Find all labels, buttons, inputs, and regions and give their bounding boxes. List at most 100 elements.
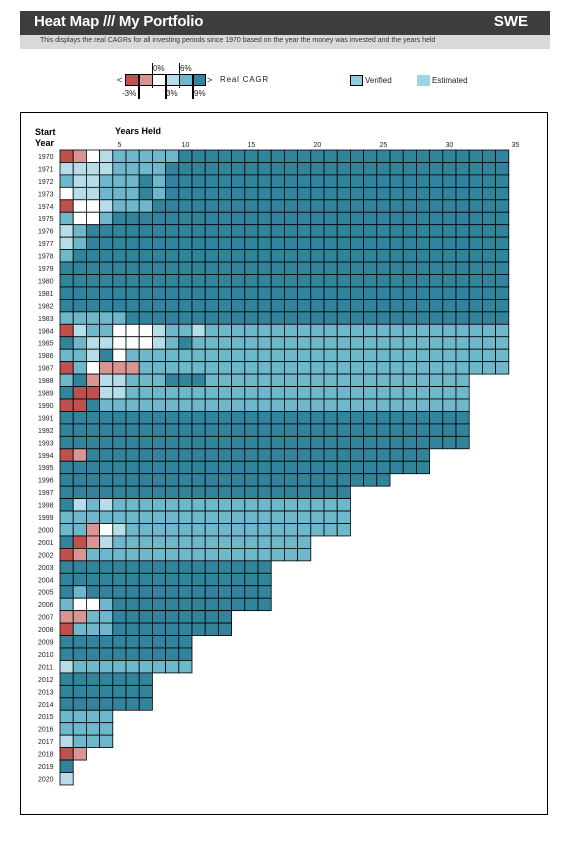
heatmap-cell (99, 498, 114, 512)
heatmap-cell (336, 473, 351, 487)
heatmap-cell (349, 274, 364, 288)
heatmap-cell (244, 149, 259, 163)
heatmap-cell (244, 572, 259, 587)
heatmap-cell (72, 286, 87, 300)
year-label: 1977 (38, 241, 54, 248)
heatmap-cell (165, 336, 180, 350)
heatmap-cell (415, 236, 430, 251)
heatmap-cell (481, 286, 496, 300)
heatmap-cell (323, 435, 338, 450)
heatmap-cell (151, 211, 166, 226)
heatmap-cell (86, 709, 101, 724)
heatmap-cell (468, 224, 483, 238)
year-label: 2016 (38, 727, 54, 734)
heatmap-cell (389, 249, 404, 263)
heatmap-cell (363, 162, 378, 176)
heatmap-cell (86, 622, 101, 636)
heatmap-cell (125, 298, 140, 313)
heatmap-cell (429, 373, 444, 387)
column-tick-label: 20 (314, 142, 322, 149)
heatmap-cell (59, 510, 74, 524)
column-tick-label: 35 (512, 142, 520, 149)
heatmap-cell (165, 162, 180, 176)
heatmap-cell (99, 572, 114, 587)
heatmap-cell (231, 510, 246, 524)
heatmap-cell (455, 149, 470, 163)
heatmap-cell (217, 249, 232, 263)
heatmap-cell (59, 547, 74, 562)
heatmap-cell (442, 224, 457, 238)
heatmap-cell (72, 373, 87, 387)
heatmap-cell (72, 323, 87, 338)
heatmap-cell (151, 535, 166, 549)
year-label: 1991 (38, 415, 54, 422)
heatmap-cell (204, 236, 219, 251)
heatmap-cell (151, 361, 166, 375)
heatmap-cell (151, 660, 166, 674)
legend-swatch-4 (179, 74, 193, 86)
heatmap-cell (283, 149, 298, 163)
heatmap-cell (481, 162, 496, 176)
heatmap-cell (204, 460, 219, 475)
year-label: 2010 (38, 652, 54, 659)
heatmap-cell (72, 535, 87, 549)
heatmap-cell (99, 398, 114, 412)
heatmap-cell (204, 473, 219, 487)
heatmap-cell (178, 448, 193, 462)
heatmap-cell (99, 660, 114, 674)
heatmap-cell (231, 274, 246, 288)
heatmap-cell (244, 460, 259, 475)
heatmap-cell (376, 473, 391, 487)
heatmap-cell (165, 610, 180, 624)
heatmap-cell (310, 211, 325, 226)
heatmap-cell (178, 485, 193, 499)
heatmap-cell (204, 597, 219, 612)
heatmap-cell (125, 162, 140, 176)
heatmap-cell (138, 249, 153, 263)
year-label: 1988 (38, 378, 54, 385)
heatmap-cell (349, 149, 364, 163)
heatmap-cell (178, 323, 193, 338)
heatmap-cell (191, 585, 206, 599)
heatmap-cell (336, 348, 351, 363)
heatmap-cell (349, 411, 364, 425)
heatmap-cell (376, 199, 391, 213)
year-label: 2004 (38, 577, 54, 584)
heatmap-cell (455, 174, 470, 188)
heatmap-cell (217, 361, 232, 375)
heatmap-cell (125, 597, 140, 612)
heatmap-cell (297, 547, 312, 562)
legend-divider-tick (178, 63, 180, 88)
heatmap-cell (99, 435, 114, 450)
heatmap-cell (165, 523, 180, 537)
heatmap-cell (481, 261, 496, 275)
heatmap-cell (99, 622, 114, 636)
year-label: 1987 (38, 366, 54, 373)
heatmap-cell (468, 311, 483, 325)
heatmap-cell (244, 373, 259, 387)
heatmap-cell (217, 585, 232, 599)
heatmap-cell (72, 261, 87, 275)
heatmap-cell (125, 560, 140, 574)
heatmap-cell (151, 236, 166, 251)
heatmap-cell (178, 610, 193, 624)
heatmap-cell (270, 460, 285, 475)
heatmap-cell (191, 186, 206, 201)
heatmap-cell (270, 186, 285, 201)
heatmap-cell (86, 411, 101, 425)
heatmap-cell (336, 323, 351, 338)
heatmap-cell (191, 373, 206, 387)
heatmap-cell (336, 236, 351, 251)
heatmap-cell (495, 224, 510, 238)
heatmap-cell (283, 336, 298, 350)
heatmap-cell (389, 361, 404, 375)
heatmap-cell (112, 348, 127, 363)
heatmap-cell (125, 373, 140, 387)
heatmap-cell (455, 311, 470, 325)
heatmap-cell (297, 423, 312, 437)
heatmap-cell (297, 398, 312, 412)
heatmap-cell (138, 423, 153, 437)
heatmap-cell (336, 311, 351, 325)
heatmap-cell (257, 323, 272, 338)
heatmap-cell (112, 286, 127, 300)
